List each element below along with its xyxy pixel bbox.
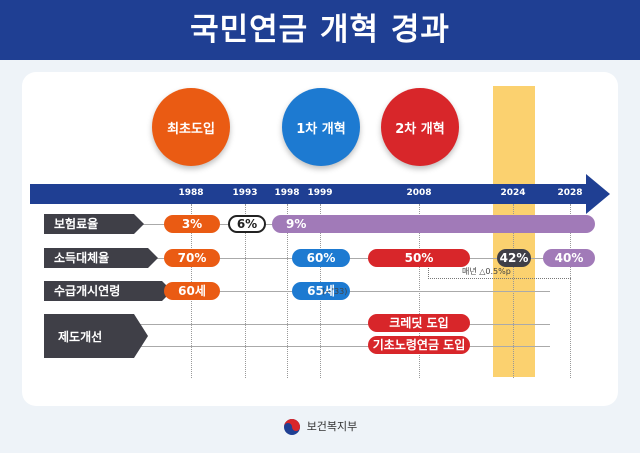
milestone-reform-1: 1차 개혁 — [282, 88, 360, 166]
pension-age-note: (~'33) — [322, 287, 348, 296]
year-label: 1988 — [178, 188, 204, 198]
year-label: 1998 — [274, 188, 300, 198]
year-label: 1993 — [232, 188, 258, 198]
government-emblem-icon — [283, 419, 300, 435]
ministry-name: 보건복지부 — [306, 420, 358, 433]
row-label-system: 제도개선 — [44, 314, 148, 358]
basic-pension-introduction: 기초노령연금 도입 — [368, 336, 470, 354]
decrease-connector — [428, 268, 571, 279]
replacement-2028: 40% — [543, 249, 595, 267]
milestone-reform-2: 2차 개혁 — [381, 88, 459, 166]
premium-1993: 6% — [228, 215, 266, 233]
year-label: 2028 — [557, 188, 583, 198]
row-label-pension-age: 수급개시연령 — [44, 281, 172, 301]
page-title: 국민연금 개혁 경과 — [0, 0, 640, 60]
decrease-note: 매년 △0.5%p — [462, 267, 511, 276]
year-label: 2008 — [406, 188, 432, 198]
premium-1998: 9% — [272, 215, 595, 233]
replacement-1999: 60% — [292, 249, 350, 267]
row-label-replacement: 소득대체율 — [44, 248, 158, 268]
replacement-2008: 50% — [368, 249, 470, 267]
row-line — [140, 346, 550, 347]
pension-age-1988: 60세 — [164, 282, 220, 300]
year-label: 1999 — [307, 188, 333, 198]
footer: 보건복지부 — [0, 418, 640, 436]
timeline-arrow — [30, 184, 588, 204]
milestone-first-introduction: 최초도입 — [152, 88, 230, 166]
year-label: 2024 — [500, 188, 526, 198]
row-label-premium: 보험료율 — [44, 214, 144, 234]
replacement-2024: 42% — [497, 249, 531, 267]
credit-introduction: 크레딧 도입 — [368, 314, 470, 332]
year-guide — [570, 204, 571, 378]
premium-1988: 3% — [164, 215, 220, 233]
timeline-arrowhead — [586, 174, 610, 214]
replacement-1988: 70% — [164, 249, 220, 267]
row-line — [140, 324, 550, 325]
pension-age-1999: 65세 — [292, 282, 350, 300]
row-line — [140, 258, 590, 259]
